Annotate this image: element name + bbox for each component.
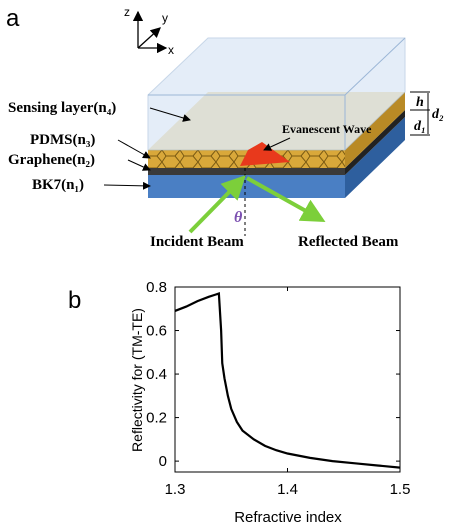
x-tick-label: 1.4: [277, 481, 298, 498]
y-tick-label: 0: [159, 453, 167, 470]
axis-x: x: [168, 43, 174, 57]
coordinate-axes: [132, 10, 168, 54]
d1-label: d₁: [414, 119, 426, 134]
incident-beam: [188, 175, 246, 234]
evanescent-label: Evanescent Wave: [282, 122, 372, 136]
reflected-beam: [246, 176, 326, 222]
y-tick-label: 0.6: [146, 323, 167, 340]
label-arrows: [103, 91, 430, 190]
y-axis-label: Reflectivity for (TM-TE): [129, 308, 145, 452]
slab: [147, 37, 406, 198]
axis-z: z: [124, 5, 130, 19]
x-axis-label: Refractive index: [234, 509, 342, 526]
x-tick-label: 1.5: [390, 481, 411, 498]
layer-label: PDMS(n₃): [30, 132, 95, 148]
panel-label: a: [6, 5, 20, 32]
reflected-label: Reflected Beam: [298, 234, 399, 250]
layer-label: Sensing layer(n₄): [8, 100, 116, 116]
x-tick-label: 1.3: [165, 481, 186, 498]
axis-y: y: [162, 11, 168, 25]
y-tick-label: 0.8: [146, 279, 167, 296]
panel-label: b: [68, 287, 81, 314]
d2-label: d₂: [432, 107, 444, 122]
plot-frame: [174, 286, 401, 473]
layer-label: BK7(n₁): [32, 177, 84, 193]
h-label: h: [416, 95, 424, 110]
y-tick-label: 0.2: [146, 410, 167, 427]
data-line: [174, 292, 401, 469]
theta-label: θ: [234, 209, 243, 226]
y-tick-label: 0.4: [146, 366, 167, 383]
layer-label: Graphene(n₂): [8, 152, 95, 168]
incident-label: Incident Beam: [150, 234, 244, 250]
